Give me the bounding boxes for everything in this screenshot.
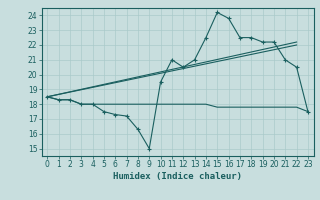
X-axis label: Humidex (Indice chaleur): Humidex (Indice chaleur) <box>113 172 242 181</box>
